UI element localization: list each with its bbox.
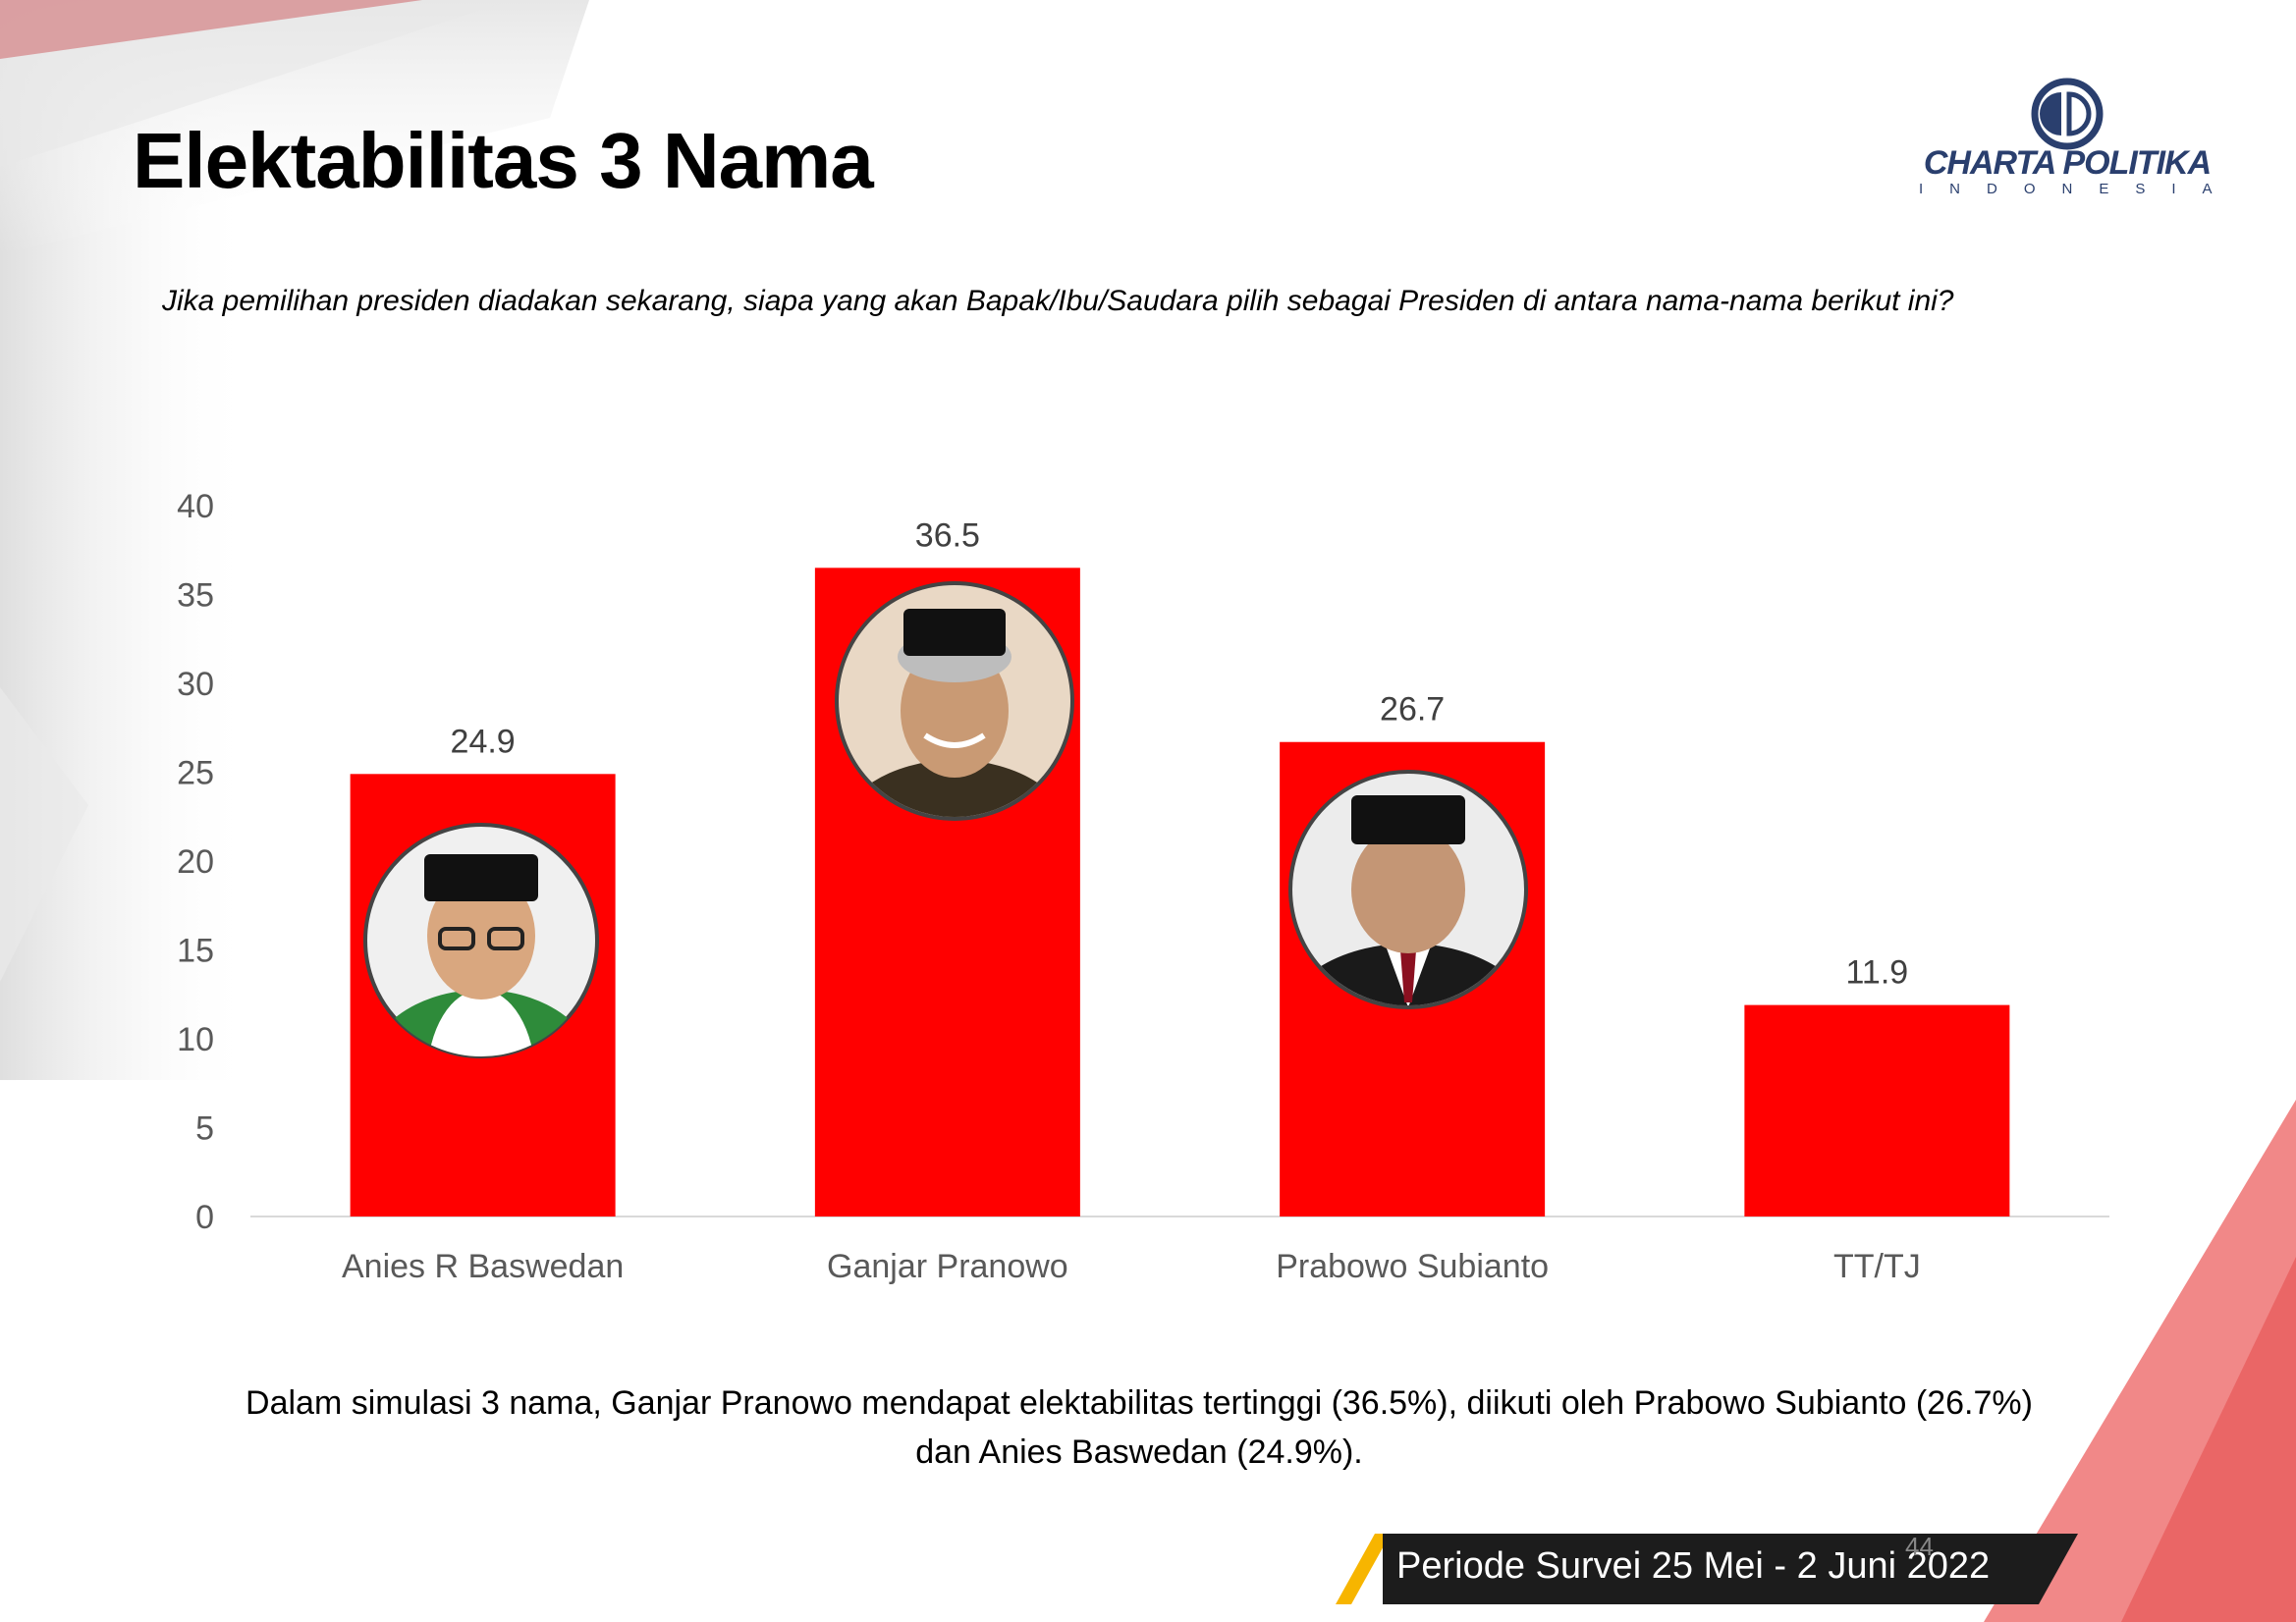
x-tick-label: TT/TJ bbox=[1833, 1248, 1921, 1285]
bar bbox=[1744, 1004, 2010, 1216]
survey-period-banner: Periode Survei 25 Mei - 2 Juni 2022 bbox=[1336, 1534, 2082, 1604]
y-tick-label: 25 bbox=[177, 755, 214, 792]
x-tick-label: Anies R Baswedan bbox=[342, 1248, 624, 1285]
data-label: 36.5 bbox=[915, 516, 980, 554]
data-label: 24.9 bbox=[451, 723, 516, 760]
charta-politika-logo: CHARTA POLITIKA INDONESIA bbox=[1905, 77, 2229, 197]
x-tick-label: Prabowo Subianto bbox=[1276, 1248, 1549, 1285]
y-tick-label: 15 bbox=[177, 933, 214, 970]
logo-mark-icon bbox=[2031, 78, 2104, 150]
portrait-prabowo-photo bbox=[1288, 770, 1528, 1009]
survey-period: Periode Survei 25 Mei - 2 Juni 2022 bbox=[1396, 1545, 1991, 1587]
y-tick-label: 0 bbox=[195, 1199, 214, 1236]
y-tick-label: 20 bbox=[177, 843, 214, 881]
logo-name: CHARTA POLITIKA bbox=[1923, 144, 2212, 182]
survey-question: Jika pemilihan presiden diadakan sekaran… bbox=[162, 285, 1954, 317]
summary-text: Dalam simulasi 3 nama, Ganjar Pranowo me… bbox=[157, 1379, 2121, 1477]
page-number: 44 bbox=[1905, 1532, 1934, 1561]
y-tick-label: 40 bbox=[177, 488, 214, 525]
portrait-anies-photo bbox=[363, 823, 599, 1058]
y-tick-label: 35 bbox=[177, 577, 214, 615]
y-axis: 0 5 10 15 20 25 30 35 40 bbox=[177, 488, 214, 1236]
x-tick-label: Ganjar Pranowo bbox=[827, 1248, 1068, 1285]
period-banner-shape bbox=[1336, 1534, 2078, 1604]
data-label: 26.7 bbox=[1380, 691, 1445, 729]
bars bbox=[350, 568, 2010, 1216]
summary-line-2: dan Anies Baswedan (24.9%). bbox=[915, 1433, 1363, 1471]
y-tick-label: 5 bbox=[195, 1110, 214, 1148]
y-tick-label: 10 bbox=[177, 1021, 214, 1058]
y-tick-label: 30 bbox=[177, 666, 214, 703]
summary-line-1: Dalam simulasi 3 nama, Ganjar Pranowo me… bbox=[246, 1384, 2033, 1422]
portrait-ganjar-photo bbox=[835, 581, 1074, 821]
x-axis-labels: Anies R Baswedan Ganjar Pranowo Prabowo Su… bbox=[342, 1248, 1921, 1285]
data-labels: 24.9 36.5 26.7 11.9 bbox=[451, 516, 1909, 991]
logo-subtitle: INDONESIA bbox=[1919, 181, 2239, 197]
data-label: 11.9 bbox=[1846, 954, 1909, 992]
page-title: Elektabilitas 3 Nama bbox=[133, 117, 874, 204]
